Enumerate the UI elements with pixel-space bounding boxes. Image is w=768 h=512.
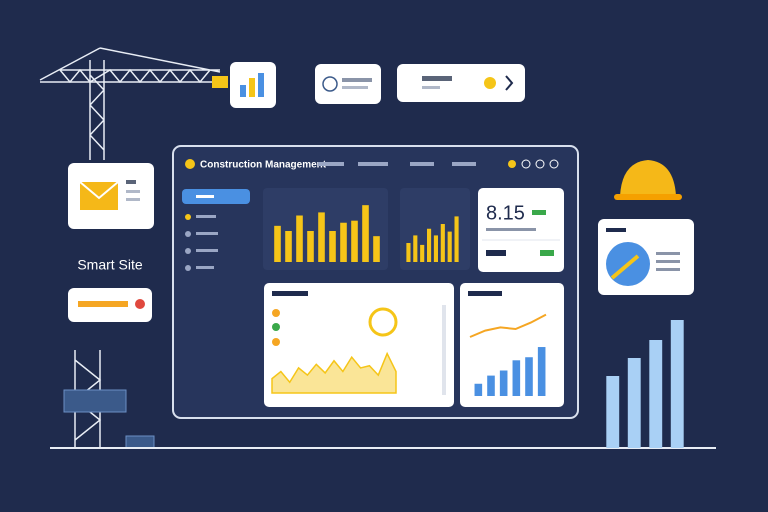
text-line: [606, 228, 626, 232]
text-line: [656, 260, 680, 263]
text-line: [468, 291, 502, 296]
helmet-brim: [614, 194, 682, 200]
bar: [440, 224, 445, 262]
line: [469, 313, 547, 338]
pie-slice: [610, 254, 640, 280]
area: [271, 351, 397, 394]
icon: [249, 78, 255, 97]
bar: [525, 357, 533, 396]
bar: [670, 320, 684, 448]
text-line: [540, 250, 554, 256]
text-line: [126, 198, 140, 201]
sun-icon: [484, 77, 496, 89]
crane: [39, 47, 221, 160]
text-line: [486, 250, 506, 256]
sidebar: [185, 214, 218, 271]
user-card: [315, 64, 381, 104]
bar: [406, 243, 411, 262]
user-icon: [322, 76, 338, 92]
text-line: [656, 252, 680, 255]
panel: [263, 188, 388, 270]
bar: [447, 231, 452, 262]
bar: [307, 231, 314, 262]
badge-icon: [135, 299, 145, 309]
text-line: [342, 78, 372, 82]
text-line: [126, 180, 136, 184]
bar: [487, 375, 495, 396]
header-icon[interactable]: [508, 160, 516, 168]
bar: [537, 347, 546, 396]
bar: [427, 228, 432, 262]
list-icon: [272, 338, 280, 346]
text-line: [78, 301, 128, 307]
bar: [499, 370, 508, 396]
header-icon[interactable]: [521, 159, 531, 169]
bar: [413, 235, 418, 262]
text-line: [422, 86, 440, 89]
helmet: [620, 160, 676, 196]
header-icon[interactable]: [549, 159, 559, 169]
bar: [420, 244, 425, 262]
bar: [454, 216, 459, 262]
bar: [606, 376, 620, 448]
bar: [296, 215, 303, 262]
label: Smart Site: [77, 257, 143, 273]
bar: [340, 222, 347, 262]
bar: [318, 212, 325, 262]
icon: [258, 73, 264, 97]
bar: [274, 225, 281, 262]
text-line: [486, 228, 536, 231]
bar: [649, 340, 663, 448]
nav-item[interactable]: [452, 162, 476, 166]
list-icon: [272, 309, 280, 317]
block: [125, 435, 155, 449]
header-icon[interactable]: [535, 159, 545, 169]
block: [63, 389, 127, 413]
icon: [240, 85, 246, 97]
text-line: [196, 195, 214, 198]
bar: [512, 360, 521, 396]
bar: [627, 358, 641, 448]
bar: [433, 235, 438, 262]
bar: [362, 205, 369, 262]
gauge: [368, 307, 398, 337]
area-card: [264, 283, 454, 407]
logo: [185, 159, 195, 169]
kpi-value: 8.15: [486, 202, 525, 224]
text-line: [422, 76, 452, 81]
bar: [351, 220, 358, 262]
nav-item[interactable]: [410, 162, 434, 166]
status-card: [397, 64, 525, 102]
panel: [400, 188, 470, 270]
bar: [285, 231, 292, 262]
nav-active[interactable]: [182, 189, 250, 204]
text-line: [656, 268, 680, 271]
nav-item[interactable]: [358, 162, 388, 166]
app-title: Construction Management: [200, 160, 327, 171]
text-line: [532, 210, 546, 215]
text-line: [126, 190, 140, 193]
bar: [373, 236, 380, 262]
text-line: [272, 291, 308, 296]
text-line: [342, 86, 368, 89]
nav-item[interactable]: [318, 162, 344, 166]
chevron[interactable]: [505, 75, 514, 91]
scrollbar[interactable]: [442, 305, 446, 395]
envelope: [79, 181, 119, 200]
bar: [329, 231, 336, 262]
crane-weight: [212, 76, 228, 88]
list-icon: [272, 323, 280, 331]
bar: [474, 383, 483, 396]
